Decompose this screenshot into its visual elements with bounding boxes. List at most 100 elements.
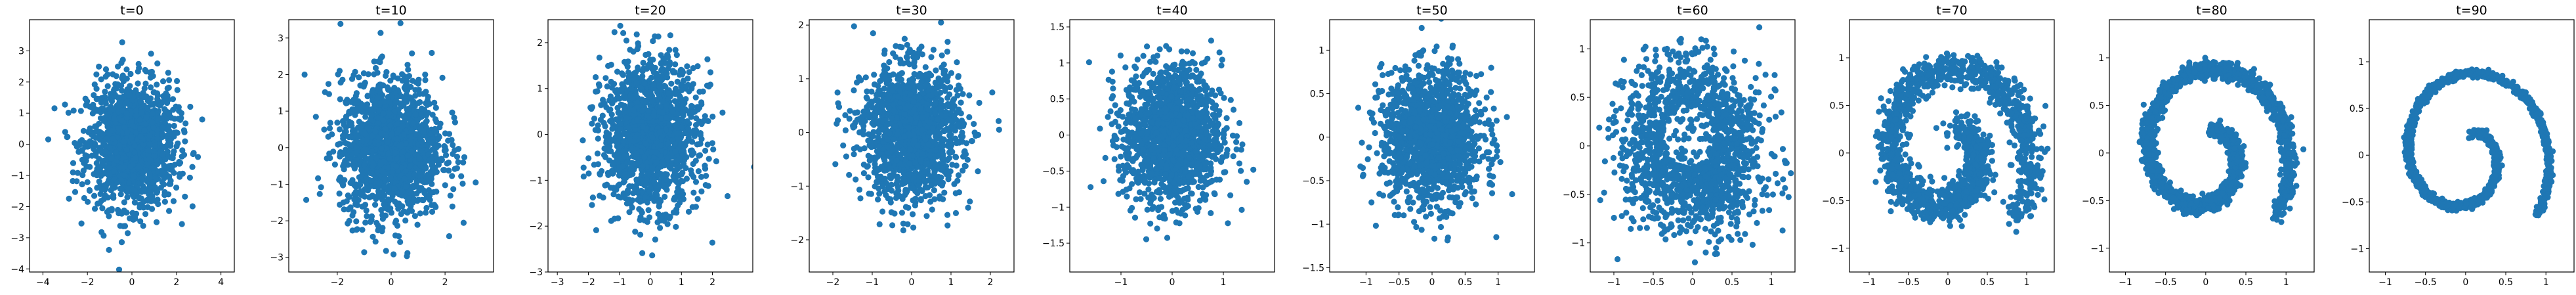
scatter-point [343, 133, 350, 139]
scatter-point [70, 107, 77, 114]
scatter-point [161, 192, 168, 198]
scatter-point [352, 201, 359, 208]
scatter-point [662, 182, 668, 189]
scatter-point [364, 136, 370, 143]
scatter-point [690, 65, 696, 72]
scatter-point [368, 177, 375, 184]
scatter-point [382, 212, 389, 219]
scatter-point [611, 81, 618, 87]
scatter-point [359, 227, 366, 233]
scatter-point [428, 175, 434, 182]
scatter-point [425, 151, 432, 158]
scatter-point [646, 214, 653, 221]
scatter-point [381, 175, 388, 181]
scatter-point [70, 177, 76, 185]
scatter-point [446, 168, 452, 174]
scatter-point [78, 220, 85, 227]
scatter-point [96, 63, 102, 70]
scatter-point [343, 198, 350, 204]
scatter-point [681, 100, 688, 106]
scatter-point [126, 92, 133, 99]
scatter-point [174, 87, 180, 93]
scatter-point [664, 70, 670, 77]
y-tick-label: −1 [11, 171, 24, 181]
scatter-point [641, 154, 648, 160]
scatter-point [64, 134, 70, 141]
scatter-point [996, 126, 1002, 133]
scatter-point [418, 112, 425, 118]
scatter-point [105, 179, 112, 186]
scatter-point [616, 144, 623, 150]
scatter-point [124, 189, 131, 195]
scatter-point [142, 211, 149, 217]
scatter-point [846, 116, 853, 122]
scatter-point [692, 204, 699, 210]
scatter-point [626, 209, 633, 216]
scatter-point [115, 82, 121, 89]
scatter-point [644, 199, 651, 206]
scatter-point [96, 120, 102, 127]
scatter-point [688, 114, 694, 120]
scatter-point [406, 111, 413, 118]
scatter-point [375, 227, 381, 234]
scatter-point [639, 124, 646, 130]
y-tick-label: −1 [529, 175, 543, 186]
scatter-point [423, 118, 430, 124]
scatter-point [709, 113, 716, 120]
scatter-point [425, 187, 433, 194]
scatter-point [388, 210, 395, 216]
scatter-point [637, 214, 644, 221]
scatter-point [112, 120, 119, 126]
scatter-point [189, 203, 196, 210]
scatter-point [131, 199, 138, 206]
scatter-point [901, 35, 908, 42]
scatter-point [336, 68, 343, 74]
scatter-point [648, 74, 655, 81]
scatter-point [449, 173, 455, 179]
scatter-point [324, 155, 330, 162]
scatter-point [70, 160, 77, 166]
scatter-point [423, 112, 429, 119]
scatter-point [104, 209, 110, 216]
scatter-point [390, 72, 396, 79]
scatter-point [672, 148, 679, 155]
scatter-point [361, 249, 368, 256]
scatter-point [688, 103, 695, 110]
scatter-point [639, 107, 646, 114]
scatter-point [95, 200, 101, 207]
scatter-point [410, 199, 416, 206]
scatter-point [111, 93, 117, 100]
scatter-point [646, 189, 653, 195]
scatter-point [395, 106, 402, 112]
scatter-point [326, 125, 333, 131]
scatter-point [629, 204, 635, 211]
y-tick-label: 3 [278, 34, 284, 44]
scatter-point [392, 97, 399, 104]
scatter-point [154, 219, 160, 225]
scatter-point [137, 98, 144, 105]
scatter-point [361, 162, 368, 168]
scatter-point [173, 103, 179, 110]
scatter-point [421, 190, 428, 196]
scatter-point [658, 198, 664, 204]
scatter-point [362, 193, 368, 200]
scatter-point [698, 188, 705, 194]
scatter-point [137, 218, 144, 225]
scatter-point [702, 162, 708, 169]
scatter-point [431, 202, 438, 208]
scatter-point [650, 81, 657, 88]
scatter-point [381, 99, 387, 105]
scatter-point [650, 57, 656, 63]
scatter-point [616, 95, 623, 102]
scatter-point [383, 248, 389, 254]
scatter-point [146, 147, 152, 154]
scatter-point [108, 206, 115, 212]
scatter-point [367, 170, 374, 177]
scatter-point [369, 148, 375, 154]
scatter-point [325, 81, 332, 87]
scatter-point [363, 175, 370, 181]
scatter-point [455, 159, 461, 166]
scatter-point [363, 185, 370, 192]
scatter-point [412, 213, 419, 219]
x-tick-label: −2 [581, 277, 595, 288]
